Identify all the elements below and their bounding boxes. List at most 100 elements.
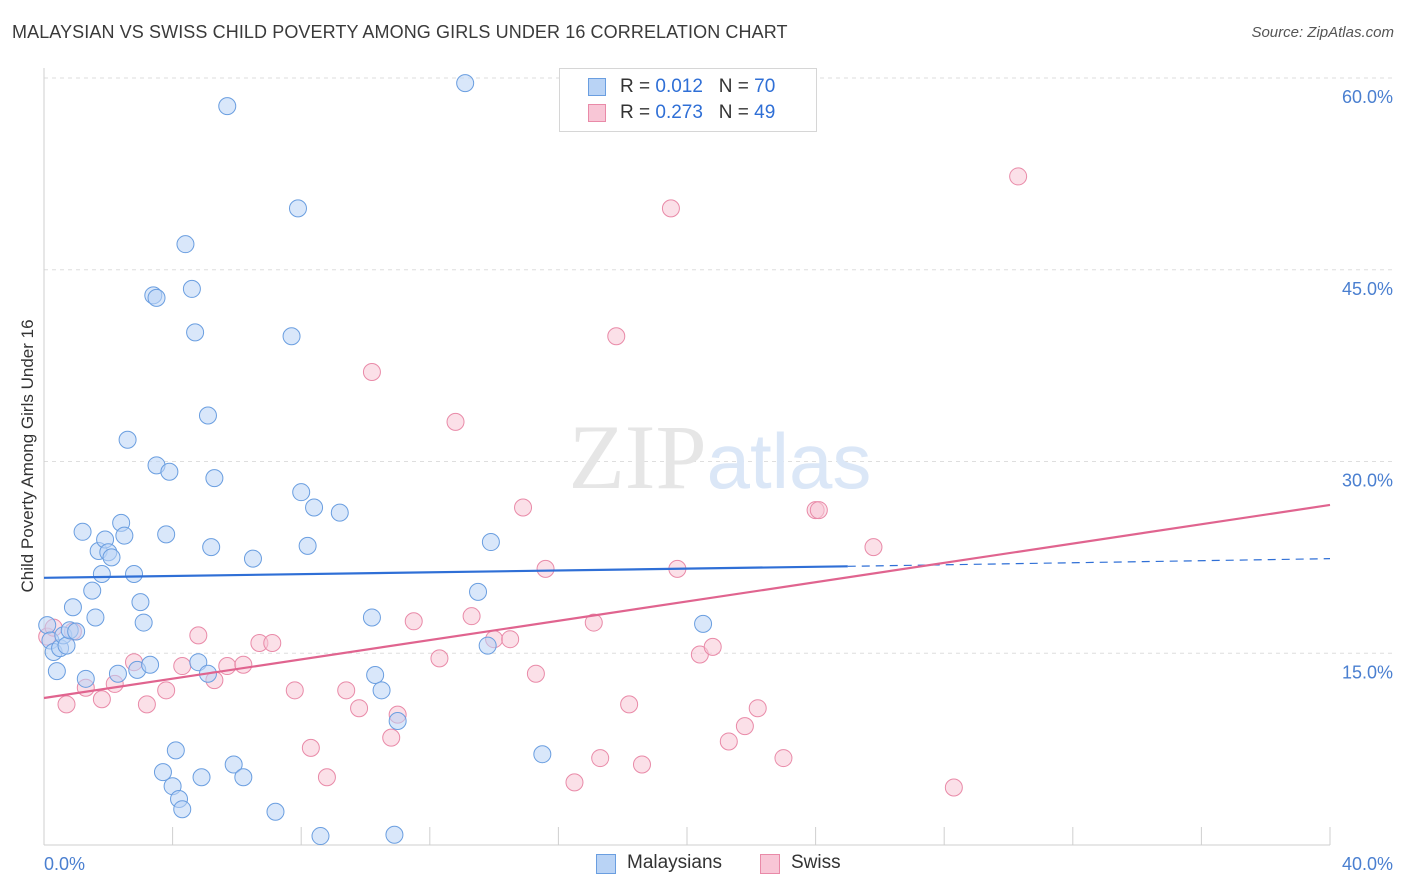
- swiss-point: [864, 538, 883, 557]
- swiss-point: [157, 681, 176, 700]
- malaysian-point: [456, 74, 475, 93]
- swiss-point: [536, 559, 555, 578]
- malaysian-point: [224, 755, 243, 774]
- swiss-point: [301, 738, 320, 757]
- n-value-malaysians: 70: [754, 76, 776, 97]
- legend-malaysians-swatch: [596, 854, 616, 874]
- malaysian-point: [330, 503, 349, 522]
- malaysian-point: [292, 483, 311, 502]
- malaysian-point: [372, 681, 391, 700]
- malaysian-point: [147, 288, 166, 307]
- malaysian-point: [305, 498, 324, 517]
- y-tick-labels: 15.0% 30.0% 45.0% 60.0%: [1342, 87, 1393, 682]
- r-label: R =: [620, 102, 656, 123]
- swiss-point: [719, 732, 738, 751]
- malaysian-point: [131, 593, 150, 612]
- swiss-point: [1009, 167, 1028, 186]
- malaysian-point: [118, 430, 137, 449]
- malaysian-point: [47, 662, 66, 681]
- malaysian-point: [108, 664, 127, 683]
- malaysian-point: [125, 564, 144, 583]
- malaysian-point: [86, 608, 105, 627]
- y-tick-label: 30.0%: [1342, 471, 1393, 491]
- malaysian-point: [102, 548, 121, 567]
- malaysian-point: [73, 522, 92, 541]
- swiss-point: [382, 728, 401, 747]
- swiss-point: [774, 749, 793, 768]
- source-label: Source: ZipAtlas.com: [1251, 24, 1394, 41]
- swiss-point: [446, 412, 465, 431]
- malaysian-point: [192, 768, 211, 787]
- legend-malaysians-label: Malaysians: [627, 852, 723, 873]
- malaysian-point: [173, 800, 192, 819]
- swiss-point: [584, 613, 603, 632]
- x-ticks: [172, 827, 1331, 845]
- malaysian-point: [189, 653, 208, 672]
- malaysian-point: [141, 655, 160, 674]
- swiss-point: [430, 649, 449, 668]
- malaysian-point: [385, 825, 404, 844]
- malaysian-point: [186, 323, 205, 342]
- swiss-point: [137, 695, 156, 714]
- chart-title: MALAYSIAN VS SWISS CHILD POVERTY AMONG G…: [12, 22, 788, 42]
- malaysian-point: [176, 235, 195, 254]
- malaysian-point: [92, 564, 111, 583]
- malaysian-point: [366, 665, 385, 684]
- malaysian-point: [205, 469, 224, 488]
- swiss-point: [703, 637, 722, 656]
- legend-swiss-label: Swiss: [791, 852, 841, 873]
- x-tick-label-min: 0.0%: [44, 854, 85, 874]
- malaysian-point: [243, 549, 262, 568]
- malaysian-point: [478, 636, 497, 655]
- swiss-point: [526, 664, 545, 683]
- malaysians-trend-line: [43, 565, 848, 579]
- swiss-point: [748, 699, 767, 718]
- malaysian-point: [38, 616, 57, 635]
- swiss-point: [565, 773, 584, 792]
- malaysian-point: [288, 199, 307, 218]
- malaysian-point: [694, 614, 713, 633]
- legend-text-malaysians: R = 0.012 N = 70: [620, 76, 775, 98]
- swiss-point: [285, 681, 304, 700]
- n-label: N =: [718, 102, 755, 123]
- stats-legend: R = 0.012 N = 70 R = 0.273 N = 49: [559, 68, 817, 132]
- swiss-point: [661, 199, 680, 218]
- swiss-point: [234, 655, 253, 674]
- malaysian-point: [166, 741, 185, 760]
- swiss-point: [317, 768, 336, 787]
- swiss-swatch: [588, 104, 606, 122]
- malaysian-point: [298, 536, 317, 555]
- malaysian-point: [157, 525, 176, 544]
- swiss-point: [92, 690, 111, 709]
- swiss-point: [189, 626, 208, 645]
- malaysian-point: [388, 712, 407, 731]
- swiss-point: [809, 501, 828, 520]
- malaysian-point: [533, 745, 552, 764]
- malaysian-point: [182, 279, 201, 298]
- malaysian-point: [481, 533, 500, 552]
- y-axis-label: Child Poverty Among Girls Under 16: [18, 319, 37, 592]
- malaysian-point: [311, 827, 330, 846]
- y-tick-label: 45.0%: [1342, 279, 1393, 299]
- legend-text-swiss: R = 0.273 N = 49: [620, 102, 775, 124]
- swiss-points: [38, 167, 1028, 797]
- n-label: N =: [718, 76, 755, 97]
- malaysian-point: [160, 462, 179, 481]
- swiss-point: [337, 681, 356, 700]
- malaysian-point: [282, 327, 301, 346]
- trend-lines: [43, 503, 1331, 700]
- malaysian-point: [115, 526, 134, 545]
- swiss-point: [620, 695, 639, 714]
- y-tick-label: 15.0%: [1342, 662, 1393, 682]
- swiss-point: [735, 717, 754, 736]
- swiss-point: [944, 778, 963, 797]
- x-tick-label-max: 40.0%: [1342, 854, 1393, 874]
- malaysians-trend-extension: [847, 558, 1331, 567]
- malaysian-point: [202, 538, 221, 557]
- swiss-point: [173, 657, 192, 676]
- malaysian-point: [134, 613, 153, 632]
- malaysian-point: [266, 802, 285, 821]
- malaysian-point: [198, 406, 217, 425]
- swiss-point: [607, 327, 626, 346]
